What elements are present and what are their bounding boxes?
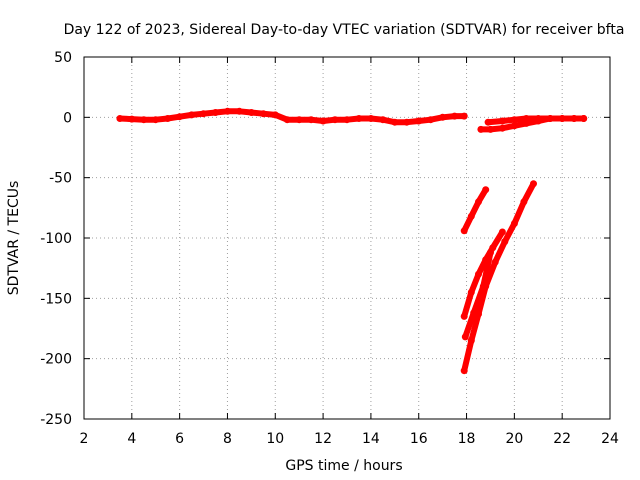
data-point [510,122,518,130]
y-tick-label: -50 [49,171,72,187]
data-point [439,113,447,121]
y-tick-label: -150 [40,291,72,307]
data-point [224,107,231,115]
data-point [467,337,475,345]
data-point [461,333,469,341]
data-point [367,115,375,122]
data-series-0 [116,107,468,126]
data-point [415,117,423,125]
x-tick-label: 2 [80,431,89,447]
x-tick-label: 20 [505,431,523,447]
data-point [580,115,588,122]
data-point [501,238,509,246]
x-tick-label: 10 [266,431,284,447]
data-point [467,288,475,296]
data-point [460,227,468,235]
x-tick-label: 8 [223,431,232,447]
data-point [283,116,291,124]
series-track [116,108,468,126]
data-point [212,109,219,116]
data-series-2 [484,115,588,126]
data-point [140,116,148,124]
data-point [343,116,351,124]
data-point [427,116,435,124]
x-tick-label: 16 [410,431,428,447]
data-series-4 [460,228,506,320]
y-tick-label: 50 [54,50,72,66]
data-point [116,115,124,122]
chart-title: Day 122 of 2023, Sidereal Day-to-day VTE… [64,22,625,38]
x-tick-label: 14 [362,431,380,447]
data-point [403,118,411,126]
data-point [247,109,255,116]
data-point [530,180,537,188]
x-tick-label: 24 [601,431,619,447]
data-point [475,198,482,206]
data-point [487,249,494,256]
data-point [176,113,184,121]
y-tick-label: -250 [40,412,72,428]
data-point [235,107,243,115]
data-point [498,117,506,125]
data-point [498,124,506,132]
x-tick-label: 22 [553,431,571,447]
data-point [460,112,468,120]
data-point [164,115,172,122]
data-point [451,112,459,120]
data-point [520,198,528,206]
series-track [461,186,489,234]
x-tick-label: 6 [175,431,184,447]
data-point [546,115,554,122]
data-point [460,367,468,375]
data-series-3 [460,186,490,235]
grid-layer [84,57,610,419]
data-point [498,228,506,236]
tick-layer: 2 4 6 8 10 12 14 16 18 20 22 24-250-200-150-100-500… [40,50,619,447]
data-point [487,125,494,133]
data-point [307,116,315,124]
data-point [470,309,478,317]
data-point [484,118,492,126]
data-point [522,115,530,122]
series-track [462,249,494,340]
y-tick-label: 0 [63,110,72,126]
y-tick-label: -100 [40,231,72,247]
data-point [391,118,399,126]
data-point [558,115,566,122]
data-point [295,116,303,124]
x-tick-label: 12 [314,431,332,447]
y-tick-label: -200 [40,352,72,368]
data-point [479,282,487,290]
data-point [200,110,207,118]
data-point [379,116,387,124]
data-point [188,111,196,119]
data-point [510,116,518,124]
data-point [467,212,475,220]
data-point [491,258,499,266]
data-point [534,115,542,122]
plot-frame [83,56,611,420]
label-layer: Day 122 of 2023, Sidereal Day-to-day VTE… [6,22,624,474]
data-point [259,110,267,118]
data-point [128,115,136,123]
data-point [477,125,485,133]
data-layer [116,107,588,375]
data-point [460,312,468,320]
data-point [319,117,327,125]
data-point [475,270,482,278]
x-axis-label: GPS time / hours [285,458,402,474]
x-tick-label: 4 [127,431,136,447]
data-series-6 [461,249,494,341]
data-point [355,115,363,122]
data-point [331,116,339,124]
data-point [482,186,490,194]
data-point [570,115,578,122]
data-point [510,220,518,227]
data-point [152,116,160,124]
data-point [271,111,279,119]
y-axis-label: SDTVAR / TECUs [6,181,22,296]
x-tick-label: 18 [458,431,476,447]
